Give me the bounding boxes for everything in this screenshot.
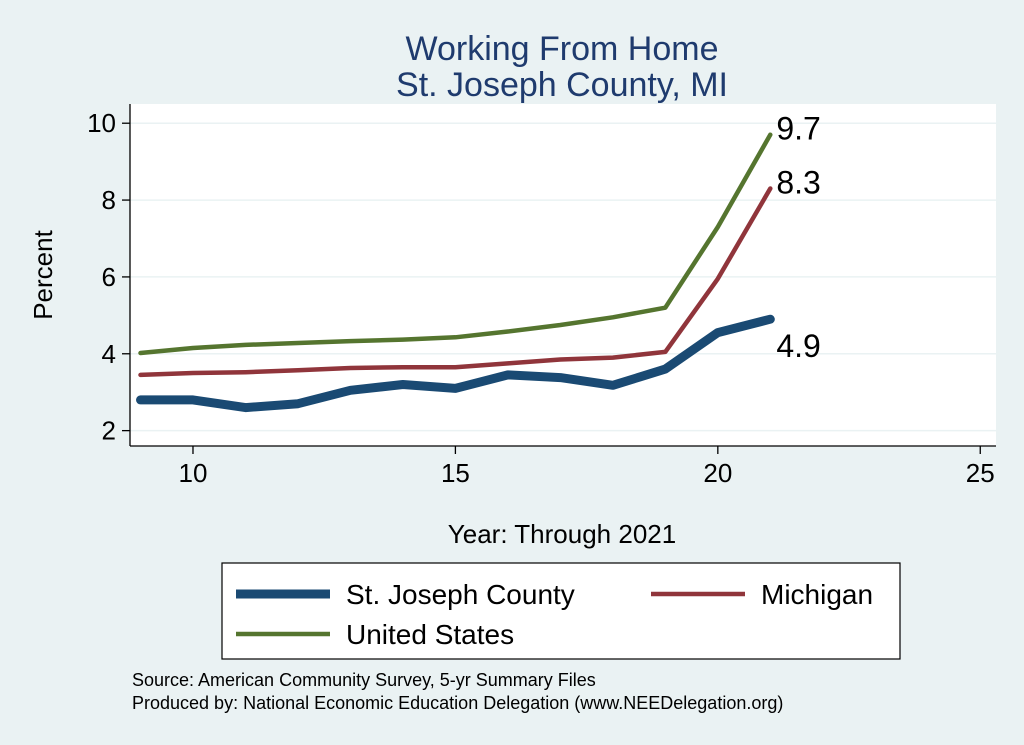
series-line-united-states <box>138 132 773 356</box>
y-tick-label: 10 <box>87 108 116 138</box>
series-line-st-joseph-county <box>136 314 775 413</box>
end-label-united-states: 9.7 <box>776 111 820 147</box>
x-axis-label: Year: Through 2021 <box>448 519 676 549</box>
chart-subtitle: St. Joseph County, MI <box>396 66 728 104</box>
y-tick-label: 2 <box>102 416 116 446</box>
legend-box <box>221 562 901 660</box>
axes: 2 4 6 8 10 10 15 20 25 <box>87 104 996 488</box>
chart-title: Working From Home <box>406 30 719 68</box>
source-note: Source: American Community Survey, 5-yr … <box>132 670 596 690</box>
end-labels: 4.9 8.3 9.7 <box>776 111 820 364</box>
legend: St. Joseph County Michigan United States <box>236 579 873 650</box>
y-axis-label: Percent <box>28 229 58 319</box>
gridlines <box>130 122 996 432</box>
x-tick-label: 20 <box>703 458 732 488</box>
y-tick-label: 4 <box>102 339 116 369</box>
legend-label-st-joseph-county: St. Joseph County <box>346 579 575 610</box>
x-tick-label: 15 <box>441 458 470 488</box>
legend-label-michigan: Michigan <box>761 579 873 610</box>
series-line-michigan <box>138 186 773 378</box>
x-tick-label: 25 <box>966 458 995 488</box>
plot-area <box>130 104 996 446</box>
x-tick-label: 10 <box>179 458 208 488</box>
y-tick-label: 8 <box>102 185 116 215</box>
end-label-st-joseph-county: 4.9 <box>776 328 820 364</box>
end-label-michigan: 8.3 <box>776 165 820 201</box>
y-tick-label: 6 <box>102 262 116 292</box>
produced-note: Produced by: National Economic Education… <box>132 693 783 713</box>
legend-label-united-states: United States <box>346 619 514 650</box>
series-lines <box>136 132 775 413</box>
